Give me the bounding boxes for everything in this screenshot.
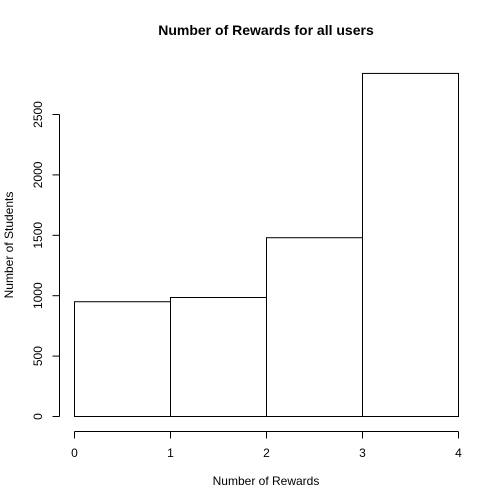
y-tick-label: 2000 xyxy=(31,161,45,188)
bars-group xyxy=(75,73,459,416)
y-tick-label: 0 xyxy=(31,413,45,420)
x-tick-label: 3 xyxy=(359,446,366,460)
y-tick-label: 500 xyxy=(31,346,45,366)
y-tick-label: 1500 xyxy=(31,222,45,249)
histogram-bar xyxy=(267,238,363,417)
histogram-bar xyxy=(363,73,459,416)
x-tick-label: 0 xyxy=(71,446,78,460)
x-axis-label: Number of Rewards xyxy=(213,474,320,488)
x-tick-label: 2 xyxy=(263,446,270,460)
y-tick-label: 2500 xyxy=(31,101,45,128)
chart-title: Number of Rewards for all users xyxy=(158,22,374,38)
y-axis: 0 500 1000 1500 2000 2500 xyxy=(31,101,60,420)
x-tick-label: 4 xyxy=(455,446,462,460)
y-tick-label: 1000 xyxy=(31,282,45,309)
y-axis-label: Number of Students xyxy=(2,192,16,299)
x-axis: 0 1 2 3 4 xyxy=(71,432,462,461)
x-tick-label: 1 xyxy=(167,446,174,460)
histogram-bar xyxy=(171,298,267,417)
histogram-bar xyxy=(75,302,171,417)
